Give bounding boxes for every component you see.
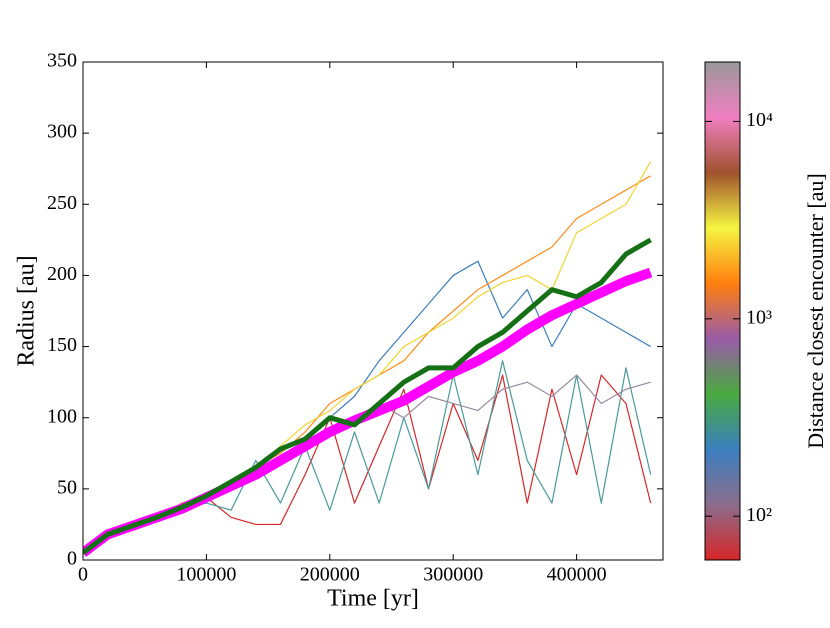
y-tick-label: 350 <box>47 50 77 72</box>
y-tick-label: 300 <box>47 121 77 143</box>
y-tick-label: 250 <box>47 192 77 214</box>
x-axis-label: Time [yr] <box>327 586 419 612</box>
colorbar-tick-label: 10² <box>746 504 772 526</box>
colorbar-tick-label: 10⁴ <box>746 109 773 131</box>
y-tick-label: 200 <box>47 263 77 285</box>
y-tick-label: 50 <box>57 476 77 498</box>
series-line <box>83 237 652 555</box>
plot-frame <box>82 61 664 561</box>
colorbar-tick-label: 10³ <box>746 306 772 328</box>
y-tick-label: 150 <box>47 334 77 356</box>
colorbar-label: Distance closest encounter [au] <box>803 173 828 449</box>
x-tick-label: 0 <box>78 564 88 586</box>
series-line <box>83 360 652 554</box>
series-line <box>83 161 652 554</box>
x-tick-label: 300000 <box>423 564 483 586</box>
y-axis-label: Radius [au] <box>14 255 40 366</box>
x-tick-label: 100000 <box>176 564 236 586</box>
series-line <box>83 374 652 554</box>
y-tick-label: 100 <box>47 405 77 427</box>
colorbar <box>704 61 741 561</box>
series-line <box>83 175 651 554</box>
series-line <box>83 374 651 554</box>
y-tick-label: 0 <box>67 548 77 570</box>
plot-area <box>83 161 653 557</box>
x-tick-label: 400000 <box>547 564 607 586</box>
x-tick-label: 200000 <box>300 564 360 586</box>
